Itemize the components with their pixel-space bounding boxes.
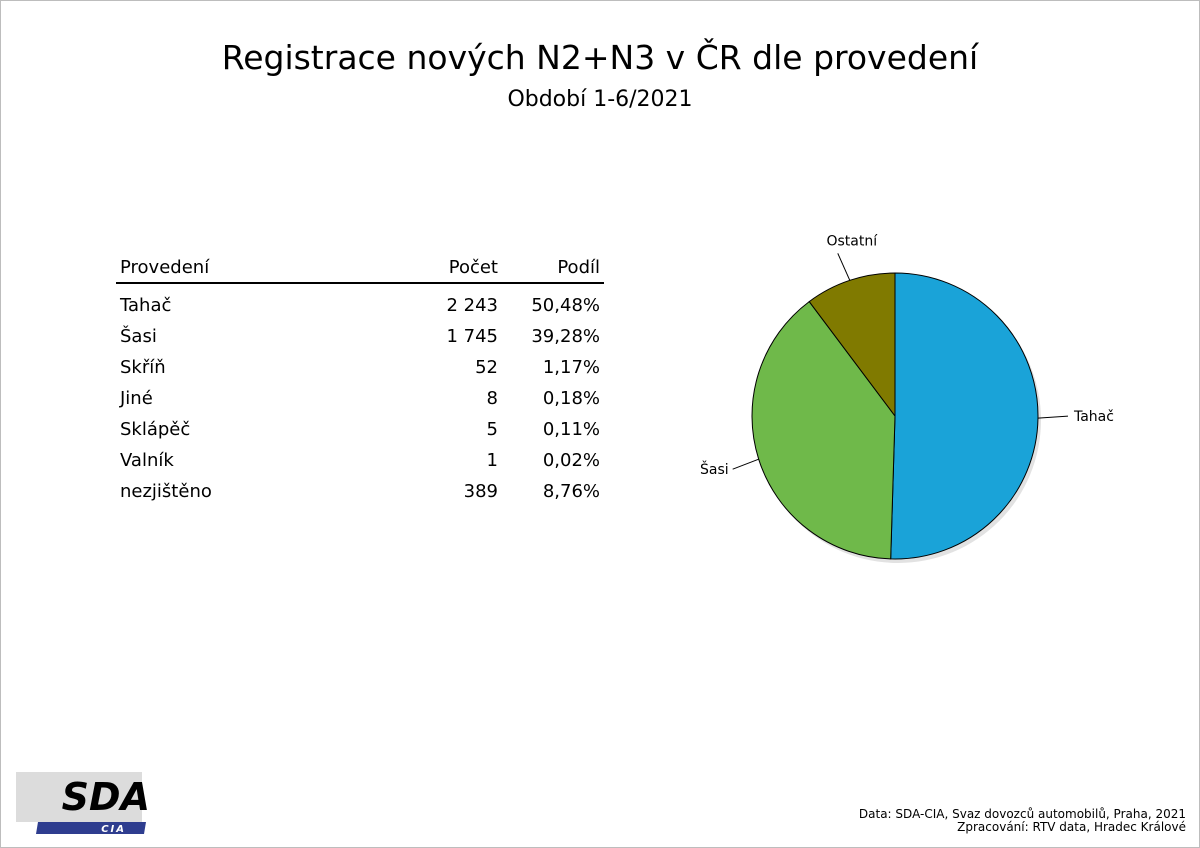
logo-subtext: CIA	[101, 824, 126, 835]
pie-label-1: Šasi	[700, 460, 729, 478]
table-header-row: Provedení Počet Podíl	[116, 252, 604, 284]
source-line-2: Zpracování: RTV data, Hradec Králové	[957, 820, 1186, 834]
table-row: Jiné 8 0,18%	[116, 383, 604, 414]
pie-leader-2	[837, 253, 851, 281]
pie-slice-1	[751, 300, 896, 560]
row-share: 0,02%	[542, 450, 600, 471]
header-podil: Podíl	[502, 252, 604, 284]
row-count: 389	[463, 481, 498, 502]
table-row: Valník 1 0,02%	[116, 445, 604, 476]
pie-slice-2	[808, 272, 896, 418]
row-share: 39,28%	[531, 326, 600, 347]
row-share: 8,76%	[542, 481, 600, 502]
chart-title: Registrace nových N2+N3 v ČR dle provede…	[221, 38, 979, 77]
row-name: Tahač	[120, 295, 172, 316]
table-row: Sklápěč 5 0,11%	[116, 414, 604, 445]
row-name: Valník	[120, 450, 174, 471]
pie-leader-0	[1037, 415, 1069, 419]
row-share: 0,11%	[542, 419, 600, 440]
pie-leader-1	[732, 458, 759, 470]
source-line-1: Data: SDA-CIA, Svaz dovozců automobilů, …	[858, 807, 1186, 821]
sda-cia-logo: SDA CIA	[16, 772, 150, 835]
header-provedeni: Provedení	[116, 252, 364, 284]
chart-subtitle: Období 1-6/2021	[507, 87, 693, 112]
row-count: 1	[486, 450, 498, 471]
table-row: Šasi 1 745 39,28%	[116, 321, 604, 352]
row-count: 52	[475, 357, 498, 378]
pie-label-0: Tahač	[1073, 409, 1114, 425]
logo-box	[16, 772, 142, 822]
logo-text: SDA	[62, 775, 150, 819]
logo-band	[36, 822, 146, 834]
row-name: Skříň	[120, 357, 166, 378]
row-share: 1,17%	[542, 357, 600, 378]
table-row: Tahač 2 243 50,48%	[116, 283, 604, 321]
header-pocet: Počet	[364, 252, 502, 284]
pie-chart: Tahač Šasi Ostatní	[700, 233, 1114, 563]
row-share: 0,18%	[542, 388, 600, 409]
pie-slice-0	[890, 272, 1039, 560]
table-row: Skříň 52 1,17%	[116, 352, 604, 383]
row-count: 5	[486, 419, 498, 440]
data-table: Provedení Počet Podíl Tahač 2 243 50,48%…	[116, 252, 604, 507]
row-name: Jiné	[120, 388, 153, 409]
row-count: 1 745	[446, 326, 498, 347]
row-share: 50,48%	[531, 295, 600, 316]
row-count: 8	[486, 388, 498, 409]
row-name: Sklápěč	[120, 419, 191, 440]
table-row: nezjištěno 389 8,76%	[116, 476, 604, 507]
source-note: Data: SDA-CIA, Svaz dovozců automobilů, …	[859, 808, 1186, 834]
pie-label-2: Ostatní	[826, 233, 878, 249]
row-count: 2 243	[446, 295, 498, 316]
row-name: nezjištěno	[120, 481, 212, 502]
row-name: Šasi	[120, 326, 157, 347]
